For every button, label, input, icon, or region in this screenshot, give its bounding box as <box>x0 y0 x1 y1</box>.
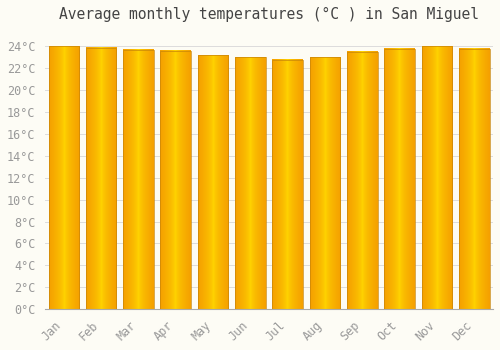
Bar <box>123 50 154 309</box>
Bar <box>384 49 415 309</box>
Bar <box>198 55 228 309</box>
Bar <box>459 49 490 309</box>
Bar <box>272 60 303 309</box>
Bar <box>86 48 117 309</box>
Bar <box>347 52 378 309</box>
Bar <box>422 47 452 309</box>
Bar <box>235 57 266 309</box>
Bar <box>48 47 79 309</box>
Bar <box>310 57 340 309</box>
Title: Average monthly temperatures (°C ) in San Miguel: Average monthly temperatures (°C ) in Sa… <box>59 7 479 22</box>
Bar <box>160 51 191 309</box>
